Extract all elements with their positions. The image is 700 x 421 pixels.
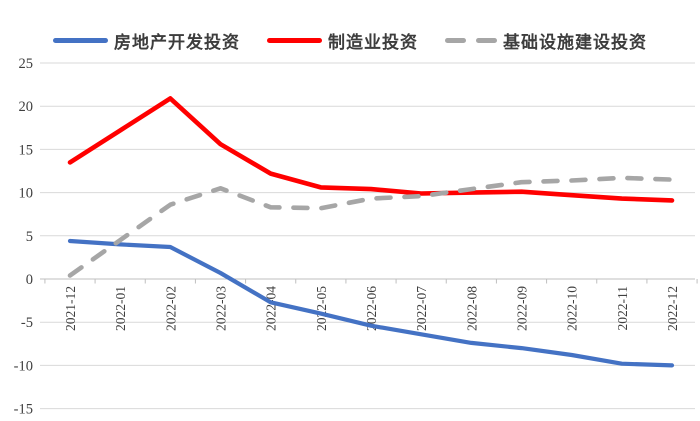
y-tick-label: 0 — [26, 272, 33, 288]
legend: 房地产开发投资 制造业投资 基础设施建设投资 — [0, 28, 700, 53]
x-tick-label: 2022-11 — [615, 286, 630, 331]
legend-item-infrastructure: 基础设施建设投资 — [445, 28, 647, 53]
y-tick-label: -15 — [14, 402, 33, 418]
legend-swatch-real-estate-line — [53, 37, 108, 43]
x-tick-label: 2022-07 — [414, 286, 429, 331]
x-tick-label: 2022-04 — [264, 286, 279, 331]
legend-swatch-infrastructure-dashed-line — [445, 37, 497, 43]
x-tick-label: 2022-12 — [665, 286, 680, 331]
y-tick-label: 20 — [19, 99, 34, 115]
legend-dash — [445, 37, 466, 43]
y-tick-label: -5 — [21, 315, 33, 331]
y-tick-label: 5 — [26, 229, 33, 245]
x-tick-label: 2022-06 — [364, 286, 379, 331]
legend-label-manufacturing: 制造业投资 — [328, 32, 418, 52]
series-line-real-estate — [67, 238, 675, 368]
x-tick-label: 2022-01 — [113, 286, 128, 331]
legend-item-manufacturing: 制造业投资 — [267, 28, 418, 53]
series-line-infrastructure — [67, 175, 675, 278]
y-tick-label: 25 — [19, 56, 34, 72]
x-tick-label: 2022-08 — [464, 286, 479, 331]
legend-item-real-estate: 房地产开发投资 — [53, 28, 240, 53]
x-tick-label: 2021-12 — [63, 286, 78, 331]
x-tick-label: 2022-09 — [515, 286, 530, 331]
legend-swatch-manufacturing-line — [267, 37, 322, 43]
x-tick-label: 2022-03 — [214, 286, 229, 331]
y-tick-label: 10 — [19, 186, 34, 202]
series-line-manufacturing — [67, 96, 675, 203]
x-tick-label: 2022-10 — [565, 286, 580, 331]
y-tick-label: 15 — [19, 142, 34, 158]
legend-label-infrastructure: 基础设施建设投资 — [503, 32, 647, 52]
legend-dash — [476, 37, 497, 43]
legend-label-real-estate: 房地产开发投资 — [114, 32, 240, 52]
y-tick-label: -10 — [14, 358, 33, 374]
x-tick-label: 2022-02 — [163, 286, 178, 331]
x-tick-label: 2022-05 — [314, 286, 329, 331]
